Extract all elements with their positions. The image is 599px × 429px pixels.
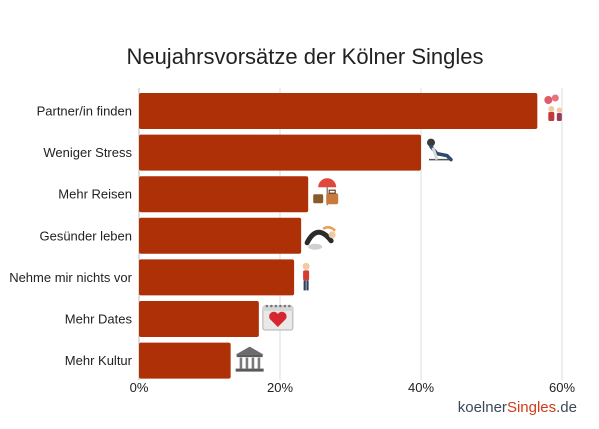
museum-icon [235, 346, 264, 372]
x-axis-ticks: 0% 20% 40% 60% [130, 380, 576, 395]
bar [139, 134, 421, 171]
chart-title: Neujahrsvorsätze der Kölner Singles [126, 44, 483, 69]
x-tick-label: 60% [549, 380, 575, 395]
bar [139, 176, 309, 213]
bar-icons [235, 94, 562, 372]
category-label: Nehme mir nichts vor [9, 270, 132, 285]
bars-layer [139, 93, 538, 379]
brand-logo: koelnerSingles.de [458, 399, 577, 416]
brand-part-de: .de [556, 399, 577, 416]
bar [139, 259, 295, 296]
category-label: Mehr Reisen [58, 187, 132, 202]
category-labels: Partner/in finden Weniger Stress Mehr Reis… [9, 104, 132, 369]
standing-person-icon [302, 262, 310, 291]
relaxing-person-icon [427, 138, 453, 162]
bar [139, 342, 231, 379]
category-label: Partner/in finden [37, 104, 132, 119]
couple-hearts-icon [544, 94, 562, 121]
category-label: Gesünder leben [39, 228, 132, 243]
category-label: Weniger Stress [43, 145, 132, 160]
x-tick-label: 20% [267, 380, 293, 395]
x-tick-label: 0% [130, 380, 149, 395]
bar [139, 93, 538, 129]
bar [139, 217, 302, 254]
brand-part-koelner: koelner [458, 399, 507, 416]
travel-luggage-icon [313, 178, 339, 206]
bar [139, 301, 259, 337]
yoga-pose-icon [304, 225, 337, 250]
category-label: Mehr Dates [65, 312, 133, 327]
x-tick-label: 40% [408, 380, 434, 395]
brand-part-singles: Singles [507, 399, 556, 416]
calendar-heart-icon [262, 304, 294, 331]
category-label: Mehr Kultur [65, 353, 133, 368]
